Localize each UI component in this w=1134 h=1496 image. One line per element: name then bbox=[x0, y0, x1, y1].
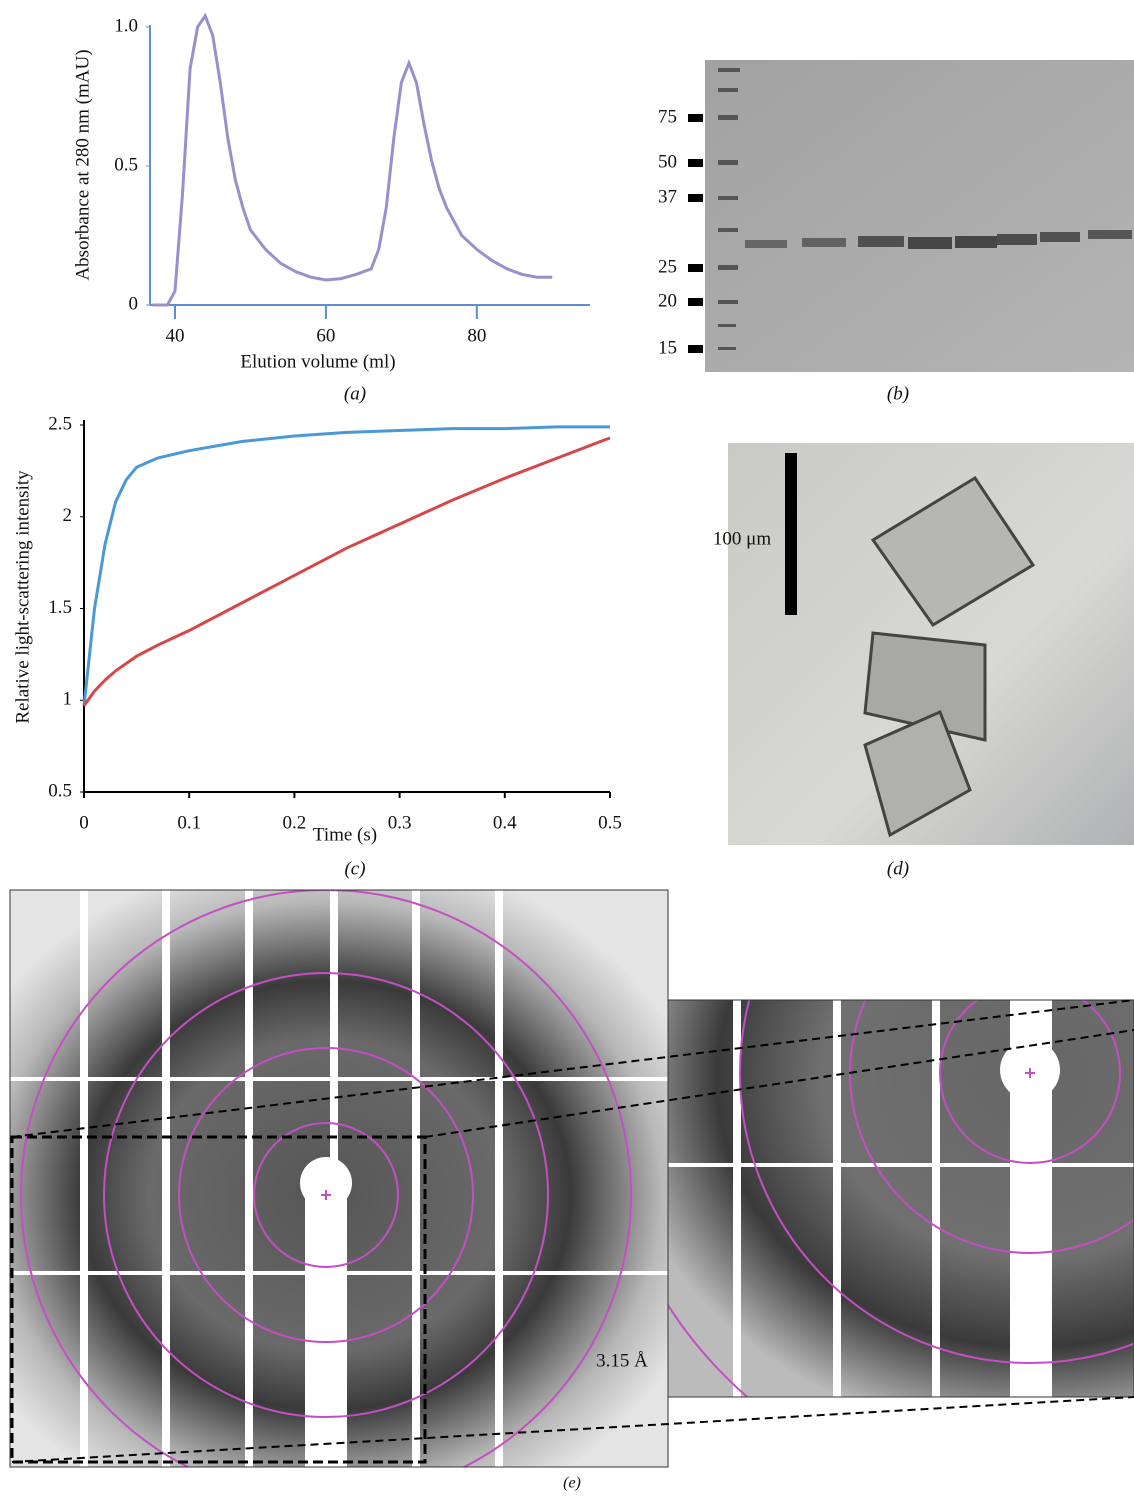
panel-caption: (a) bbox=[344, 383, 366, 404]
gel-panel: 75 50 37 25 20 15 (b) bbox=[658, 60, 1134, 404]
marker-label: 25 bbox=[658, 256, 677, 277]
y-tick-label: 0 bbox=[129, 293, 139, 314]
x-tick-label: 80 bbox=[467, 325, 486, 346]
data-line bbox=[82, 436, 611, 707]
sample-bands bbox=[745, 230, 1132, 249]
panel-caption: (d) bbox=[887, 858, 909, 879]
micrograph-panel: 100 μm (d) bbox=[713, 443, 1134, 879]
marker-label: 37 bbox=[658, 186, 677, 207]
scale-label: 100 μm bbox=[713, 528, 771, 549]
y-tick-label: 1.0 bbox=[114, 15, 138, 36]
y-tick-label: 0.5 bbox=[48, 780, 72, 801]
x-tick-label: 0.1 bbox=[177, 812, 201, 833]
y-tick-label: 2.5 bbox=[48, 413, 72, 434]
ladder bbox=[718, 68, 740, 350]
marker-tick bbox=[688, 159, 703, 167]
x-tick-label: 0.2 bbox=[283, 812, 307, 833]
marker-tick bbox=[688, 298, 703, 306]
x-tick-label: 40 bbox=[165, 325, 184, 346]
marker-tick bbox=[688, 114, 703, 122]
scale-bar bbox=[785, 453, 797, 615]
y-tick-label: 2 bbox=[63, 505, 73, 526]
panel-caption: (b) bbox=[887, 383, 909, 404]
x-tick-label: 0.4 bbox=[493, 812, 517, 833]
marker-tick bbox=[688, 264, 703, 272]
panel-caption: (c) bbox=[344, 858, 365, 879]
x-tick-label: 0 bbox=[79, 812, 89, 833]
y-tick-label: 0.5 bbox=[114, 154, 138, 175]
x-tick-label: 0.5 bbox=[598, 812, 622, 833]
y-tick-label: 1 bbox=[63, 689, 73, 710]
y-tick-label: 1.5 bbox=[48, 597, 72, 618]
charts: 40 60 80 0 0.5 1.0 Elution volume (ml) Absorban… bbox=[12, 12, 622, 879]
data-line bbox=[152, 12, 553, 307]
x-axis-label: Time (s) bbox=[313, 824, 377, 845]
panel-caption: (e) bbox=[563, 1475, 581, 1492]
data-line bbox=[82, 425, 610, 706]
diffraction-panel: 3.15 Å (e) bbox=[9, 889, 1134, 1492]
marker-label: 75 bbox=[658, 106, 677, 127]
marker-tick bbox=[688, 194, 703, 202]
resolution-label: 3.15 Å bbox=[596, 1350, 648, 1371]
marker-label: 15 bbox=[658, 337, 677, 358]
marker-label: 50 bbox=[658, 151, 677, 172]
y-axis-label: Relative light-scattering intensity bbox=[12, 470, 33, 724]
x-tick-label: 0.3 bbox=[388, 812, 412, 833]
marker-label: 20 bbox=[658, 290, 677, 311]
y-axis-label: Absorbance at 280 nm (mAU) bbox=[72, 49, 93, 280]
crystals bbox=[863, 475, 1036, 838]
x-tick-label: 60 bbox=[316, 325, 335, 346]
x-axis-label: Elution volume (ml) bbox=[240, 351, 395, 372]
gel-image bbox=[705, 60, 1134, 372]
marker-tick bbox=[688, 345, 703, 353]
